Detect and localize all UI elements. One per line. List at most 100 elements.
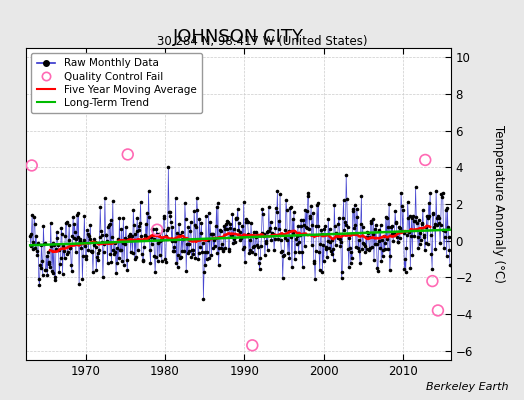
Point: [198, 249, 206, 255]
Point: [154, 258, 162, 265]
Point: [414, 245, 422, 251]
Point: [325, 245, 333, 251]
Point: [104, 224, 112, 230]
Point: [273, 188, 281, 194]
Point: [26, 233, 35, 240]
Point: [201, 262, 210, 268]
Point: [271, 225, 280, 231]
Point: [112, 270, 121, 276]
Point: [374, 238, 383, 244]
Point: [398, 228, 407, 234]
Point: [310, 260, 319, 266]
Point: [206, 219, 214, 226]
Point: [117, 226, 126, 232]
Point: [35, 282, 43, 288]
Point: [248, 249, 256, 255]
Point: [84, 247, 93, 254]
Point: [365, 234, 373, 240]
Point: [194, 250, 203, 256]
Point: [279, 275, 287, 282]
Point: [267, 237, 276, 243]
Point: [111, 240, 119, 246]
Point: [72, 249, 80, 256]
Point: [126, 249, 135, 255]
Point: [380, 246, 389, 252]
Point: [35, 276, 43, 282]
Point: [357, 193, 366, 199]
Point: [260, 252, 269, 258]
Point: [171, 195, 180, 201]
Point: [230, 236, 238, 242]
Point: [118, 258, 126, 264]
Point: [90, 242, 98, 248]
Point: [404, 215, 412, 221]
Point: [429, 210, 437, 216]
Point: [62, 219, 71, 225]
Point: [252, 229, 260, 236]
Point: [155, 231, 163, 237]
Point: [80, 212, 89, 219]
Point: [97, 227, 105, 234]
Point: [365, 247, 374, 254]
Point: [103, 238, 111, 244]
Point: [353, 214, 362, 220]
Point: [173, 264, 182, 271]
Point: [193, 207, 202, 213]
Point: [249, 229, 258, 235]
Point: [257, 243, 265, 249]
Point: [391, 208, 399, 214]
Point: [231, 239, 239, 245]
Point: [177, 254, 185, 260]
Point: [285, 255, 293, 262]
Point: [355, 248, 364, 254]
Point: [50, 277, 59, 284]
Point: [340, 197, 348, 203]
Point: [222, 221, 230, 228]
Point: [241, 258, 249, 265]
Point: [427, 251, 435, 257]
Point: [178, 248, 187, 254]
Point: [328, 237, 336, 243]
Point: [433, 215, 441, 221]
Point: [143, 210, 151, 217]
Point: [100, 240, 108, 247]
Point: [141, 232, 149, 238]
Point: [169, 248, 177, 254]
Point: [319, 242, 327, 248]
Point: [148, 225, 157, 232]
Point: [242, 219, 250, 226]
Point: [70, 235, 78, 242]
Y-axis label: Temperature Anomaly (°C): Temperature Anomaly (°C): [493, 125, 505, 283]
Point: [140, 244, 148, 250]
Point: [282, 206, 291, 213]
Point: [222, 226, 231, 232]
Point: [210, 236, 218, 243]
Point: [141, 221, 150, 228]
Point: [221, 225, 229, 232]
Point: [39, 222, 48, 229]
Point: [345, 235, 354, 241]
Point: [312, 247, 320, 254]
Point: [57, 225, 66, 232]
Point: [321, 223, 329, 230]
Point: [183, 250, 192, 256]
Point: [224, 246, 233, 252]
Point: [122, 223, 130, 230]
Point: [209, 231, 217, 237]
Point: [333, 232, 341, 239]
Point: [373, 241, 381, 248]
Point: [145, 214, 154, 220]
Point: [265, 204, 273, 210]
Point: [232, 216, 240, 222]
Point: [308, 222, 316, 228]
Point: [409, 213, 417, 220]
Point: [423, 213, 431, 219]
Point: [318, 269, 326, 275]
Point: [179, 235, 188, 242]
Point: [234, 206, 242, 212]
Point: [283, 236, 291, 243]
Point: [370, 226, 379, 232]
Point: [184, 248, 193, 254]
Point: [52, 229, 61, 235]
Point: [37, 242, 46, 248]
